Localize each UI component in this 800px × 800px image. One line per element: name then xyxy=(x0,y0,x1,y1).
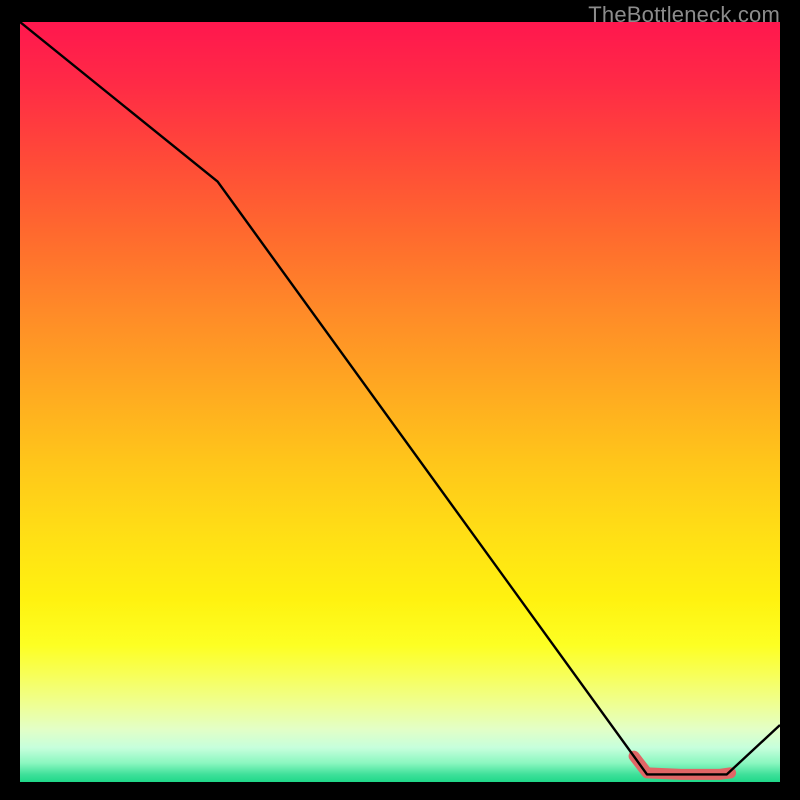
plot-svg xyxy=(20,22,780,782)
chart-container: TheBottleneck.com xyxy=(0,0,800,800)
plot-area xyxy=(20,22,780,782)
gradient-background xyxy=(20,22,780,782)
